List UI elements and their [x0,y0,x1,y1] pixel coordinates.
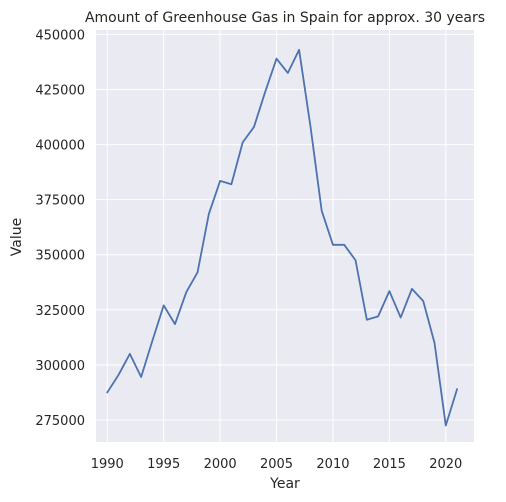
x-tick-label: 1995 [147,457,180,472]
y-tick-label: 400000 [35,139,85,154]
x-tick-label: 1990 [91,457,124,472]
x-tick-label: 2005 [260,457,293,472]
y-axis-label: Value [9,218,25,256]
y-tick-label: 275000 [35,414,85,429]
grid-lines [96,30,474,442]
y-tick-label: 325000 [35,304,85,319]
x-axis-label: Year [269,476,300,492]
x-tick-label: 2000 [204,457,237,472]
y-tick-label: 350000 [35,249,85,264]
x-tick-label: 2020 [429,457,462,472]
x-tick-label: 2010 [316,457,349,472]
chart-title: Amount of Greenhouse Gas in Spain for ap… [85,10,485,26]
y-tick-label: 375000 [35,194,85,209]
x-tick-labels: 1990 1995 2000 2005 2010 2015 2020 [91,457,463,472]
y-tick-label: 300000 [35,359,85,374]
y-tick-label: 450000 [35,28,85,43]
series-layer [106,48,458,427]
series-line [106,48,458,427]
y-tick-labels: 275000 300000 325000 350000 375000 400000 4250… [35,28,85,429]
y-tick-label: 425000 [35,83,85,98]
x-tick-label: 2015 [373,457,406,472]
plot-background [96,30,474,442]
